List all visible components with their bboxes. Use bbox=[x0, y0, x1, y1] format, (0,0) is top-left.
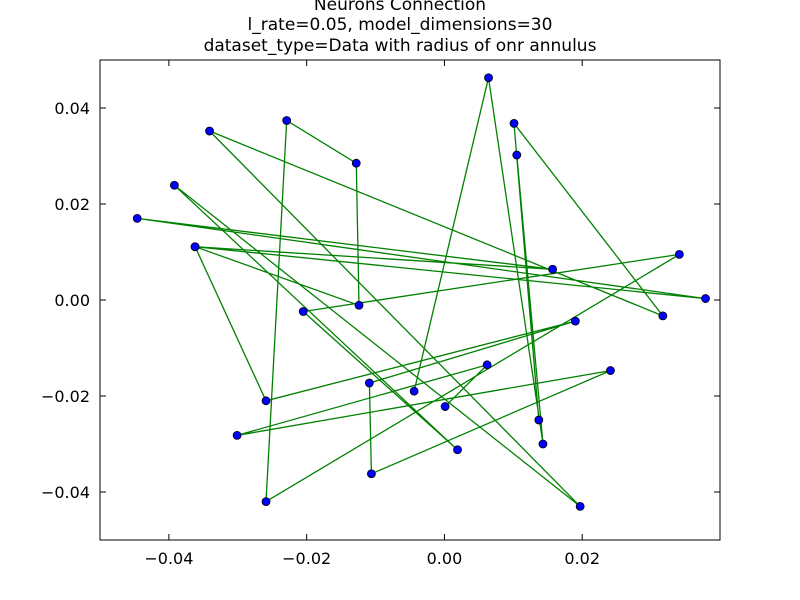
data-point bbox=[169, 180, 179, 190]
data-point bbox=[570, 316, 580, 326]
data-point bbox=[282, 116, 292, 125]
data-point bbox=[484, 73, 493, 83]
chart-title-line-2: l_rate=0.05, model_dimensions=30 bbox=[247, 15, 553, 35]
data-point bbox=[261, 396, 271, 406]
data-point bbox=[354, 300, 364, 310]
data-point bbox=[232, 430, 242, 440]
x-tick-label: 0.02 bbox=[564, 549, 600, 568]
y-tick-label: 0.02 bbox=[54, 195, 90, 214]
data-point bbox=[364, 378, 374, 388]
data-point bbox=[658, 311, 668, 321]
data-point bbox=[575, 501, 585, 511]
data-point bbox=[440, 402, 450, 411]
data-point bbox=[674, 249, 684, 259]
plot-frame bbox=[99, 59, 721, 541]
data-point bbox=[606, 366, 615, 375]
y-tick-label: 0.04 bbox=[54, 99, 90, 118]
y-tick-label: 0.00 bbox=[54, 291, 90, 310]
data-point bbox=[512, 150, 522, 160]
chart-title-line-3: dataset_type=Data with radius of onr ann… bbox=[203, 36, 597, 56]
series-line bbox=[137, 77, 706, 507]
data-point bbox=[482, 360, 492, 370]
data-point bbox=[205, 126, 214, 136]
data-point bbox=[534, 415, 544, 425]
axis-group: −0.04 −0.02 0.00 0.02 −0.04 −0.02 0.00 0.02 0.04 bbox=[41, 60, 720, 568]
x-tick-label: 0.00 bbox=[427, 549, 463, 568]
data-point bbox=[367, 469, 376, 479]
data-point bbox=[409, 386, 419, 396]
data-point bbox=[453, 445, 462, 455]
x-tick-label: −0.04 bbox=[144, 549, 193, 568]
series-group bbox=[132, 73, 710, 511]
data-point bbox=[538, 439, 548, 449]
data-point bbox=[261, 497, 271, 507]
data-point bbox=[701, 294, 710, 303]
x-tick-label: −0.02 bbox=[282, 549, 331, 568]
y-tick-label: −0.04 bbox=[41, 483, 90, 502]
data-point bbox=[190, 242, 200, 252]
data-point bbox=[132, 213, 142, 223]
data-point bbox=[298, 307, 308, 316]
y-tick-label: −0.02 bbox=[41, 387, 90, 406]
data-point bbox=[351, 158, 361, 168]
data-point bbox=[548, 264, 557, 274]
chart-title-line-1: Neurons Connection bbox=[313, 0, 487, 15]
data-point bbox=[509, 118, 519, 128]
